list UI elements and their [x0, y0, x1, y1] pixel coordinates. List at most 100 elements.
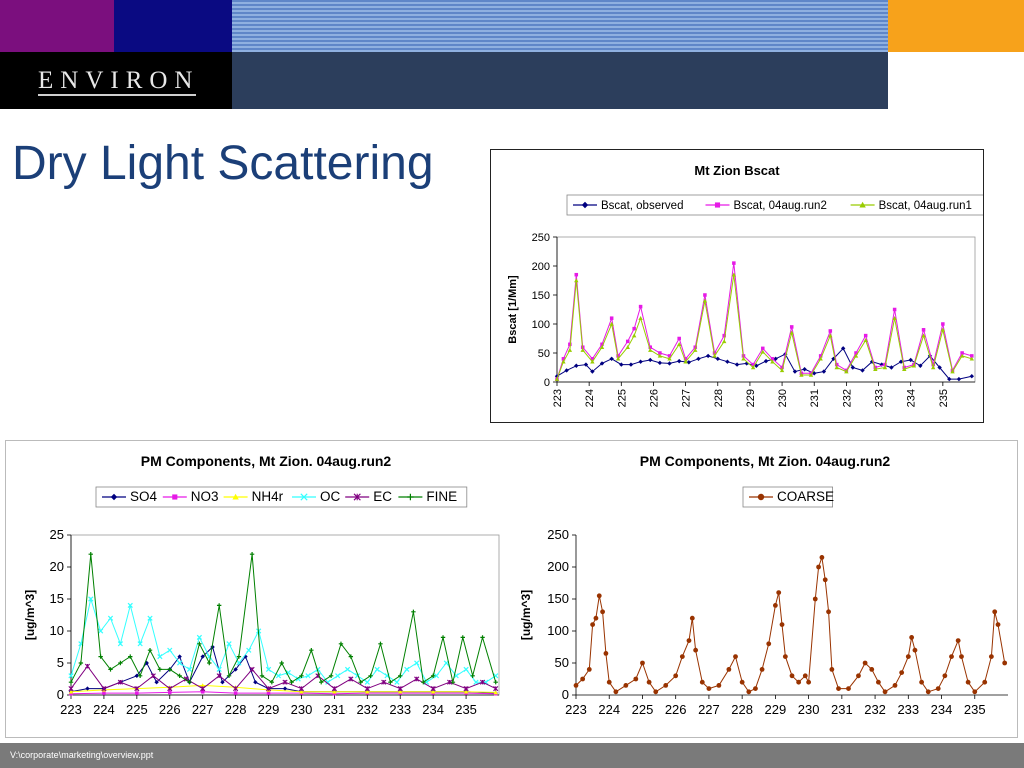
data-point — [236, 654, 242, 659]
data-point — [882, 689, 888, 695]
data-point — [285, 669, 291, 676]
data-point — [101, 686, 107, 692]
data-point — [959, 654, 964, 659]
y-tick-label: 100 — [532, 319, 550, 331]
y-tick-label: 15 — [50, 591, 64, 606]
data-point — [358, 680, 363, 685]
data-point — [731, 272, 737, 277]
data-point — [586, 667, 592, 672]
x-tick-label: 225 — [632, 702, 654, 717]
data-point — [613, 689, 619, 695]
data-point — [722, 339, 727, 344]
x-tick-label: 225 — [616, 389, 628, 407]
data-point — [931, 365, 936, 370]
data-point — [305, 673, 311, 679]
data-point — [623, 683, 629, 688]
data-point — [216, 666, 222, 673]
data-point — [956, 376, 962, 382]
data-point — [955, 638, 961, 643]
data-point — [397, 686, 403, 692]
data-point — [433, 673, 440, 679]
data-point — [88, 552, 93, 557]
y-tick-label: 20 — [50, 559, 64, 574]
data-point — [407, 493, 414, 501]
y-tick-label: 200 — [532, 261, 550, 273]
data-point — [365, 689, 370, 694]
data-point — [706, 686, 712, 691]
chart-title: PM Components, Mt Zion. 04aug.run2 — [640, 453, 891, 469]
x-tick-label: 231 — [324, 702, 346, 717]
data-point — [236, 660, 242, 666]
data-point — [299, 673, 304, 678]
x-tick-label: 229 — [745, 389, 757, 407]
data-point — [88, 596, 94, 602]
data-point — [197, 641, 202, 646]
data-point — [899, 670, 905, 675]
plot-area — [575, 534, 1009, 696]
data-point — [902, 367, 907, 371]
legend-label: EC — [373, 489, 392, 504]
data-point — [632, 326, 636, 331]
data-point — [364, 686, 370, 692]
data-point — [98, 628, 104, 634]
data-point — [117, 641, 124, 647]
x-tick-label: 223 — [60, 702, 82, 717]
data-point — [568, 342, 572, 347]
data-point — [869, 667, 875, 672]
x-tick-label: 230 — [798, 702, 820, 717]
series-bscat-04aug-run1 — [554, 272, 974, 381]
data-point — [493, 686, 499, 692]
data-point — [338, 641, 344, 646]
y-tick-label: 5 — [57, 655, 64, 670]
data-point — [574, 272, 579, 277]
data-point — [265, 686, 272, 692]
data-point — [226, 673, 232, 678]
data-point — [600, 609, 605, 615]
chart-legend: COARSE — [742, 486, 834, 508]
data-point — [348, 654, 354, 659]
data-point — [640, 660, 645, 666]
data-point — [683, 357, 688, 361]
y-tick-label: 0 — [544, 377, 550, 389]
data-point — [741, 356, 746, 361]
data-point — [889, 365, 894, 370]
data-point — [863, 338, 868, 342]
legend-label: Bscat, 04aug.run1 — [879, 200, 972, 212]
data-point — [596, 593, 602, 599]
data-point — [819, 555, 825, 560]
data-point — [233, 691, 238, 695]
chart-legend: SO4 NO3 NH4r OC EC FINE — [95, 486, 468, 508]
data-point — [493, 680, 498, 685]
bscat-chart-frame: Mt Zion Bscat Bscat, observed Bscat, 04aug… — [490, 149, 997, 423]
data-point — [876, 679, 881, 685]
data-point — [117, 679, 123, 685]
data-point — [699, 679, 705, 685]
data-point — [430, 689, 436, 694]
data-point — [167, 647, 173, 653]
data-point — [414, 660, 420, 666]
data-point — [949, 654, 954, 659]
data-point — [69, 691, 73, 696]
data-point — [135, 691, 139, 695]
data-point — [965, 679, 971, 685]
data-point — [722, 333, 726, 338]
data-point — [144, 660, 149, 666]
data-point — [834, 365, 839, 370]
data-point — [703, 293, 707, 297]
data-point — [789, 330, 794, 335]
x-tick-label: 233 — [897, 702, 919, 717]
data-point — [368, 673, 373, 678]
x-tick-label: 228 — [731, 702, 753, 717]
bscat-chart: Mt Zion Bscat Bscat, observed Bscat, 04aug… — [507, 163, 997, 407]
data-point — [859, 201, 866, 208]
data-point — [150, 673, 156, 679]
y-axis-label: [ug/m^3] — [519, 590, 533, 640]
data-point — [309, 648, 314, 653]
footer-bar — [0, 743, 1024, 768]
data-point — [325, 679, 331, 685]
data-point — [883, 362, 887, 367]
data-point — [157, 667, 163, 672]
data-point — [168, 690, 172, 695]
data-point — [751, 362, 755, 367]
data-point — [353, 493, 361, 501]
